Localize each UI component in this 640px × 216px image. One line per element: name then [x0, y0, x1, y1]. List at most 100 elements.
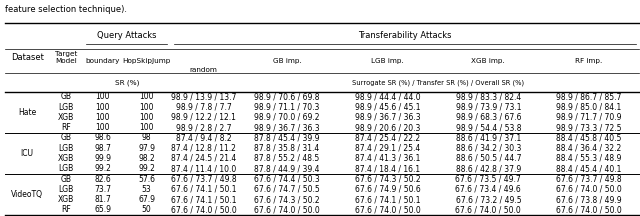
- Text: 98.9 / 86.7 / 85.7: 98.9 / 86.7 / 85.7: [556, 92, 621, 102]
- Text: Target
Model: Target Model: [55, 51, 77, 64]
- Text: 67.6 / 74.1 / 50.1: 67.6 / 74.1 / 50.1: [171, 185, 236, 194]
- Text: 98.9 / 70.0 / 69.2: 98.9 / 70.0 / 69.2: [254, 113, 320, 122]
- Text: 67.6 / 74.0 / 50.0: 67.6 / 74.0 / 50.0: [556, 185, 622, 194]
- Text: Surrogate SR (%) / Transfer SR (%) / Overall SR (%): Surrogate SR (%) / Transfer SR (%) / Ove…: [352, 79, 524, 86]
- Text: LGB: LGB: [58, 103, 74, 112]
- Text: 100: 100: [140, 113, 154, 122]
- Text: 98.9 / 83.3 / 82.4: 98.9 / 83.3 / 82.4: [456, 92, 521, 102]
- Text: 67.6 / 74.1 / 50.1: 67.6 / 74.1 / 50.1: [171, 195, 236, 204]
- Text: 65.9: 65.9: [94, 205, 111, 214]
- Text: 81.7: 81.7: [95, 195, 111, 204]
- Text: 98.9 / 13.9 / 13.7: 98.9 / 13.9 / 13.7: [171, 92, 236, 102]
- Text: 53: 53: [141, 185, 152, 194]
- Text: 98.9 / 7.8 / 7.7: 98.9 / 7.8 / 7.7: [175, 103, 232, 112]
- Text: Transferability Attacks: Transferability Attacks: [358, 31, 452, 40]
- Text: XGB: XGB: [58, 154, 74, 163]
- Text: 67.6 / 74.7 / 50.5: 67.6 / 74.7 / 50.5: [254, 185, 320, 194]
- Text: feature selection technique).: feature selection technique).: [5, 5, 127, 14]
- Text: 88.4 / 45.8 / 40.5: 88.4 / 45.8 / 40.5: [556, 133, 621, 143]
- Text: 67.6 / 73.2 / 49.5: 67.6 / 73.2 / 49.5: [456, 195, 521, 204]
- Text: 98.9 / 20.6 / 20.3: 98.9 / 20.6 / 20.3: [355, 123, 420, 132]
- Text: 98.6: 98.6: [95, 133, 111, 143]
- Text: GB: GB: [61, 92, 72, 102]
- Text: 87.4 / 24.5 / 21.4: 87.4 / 24.5 / 21.4: [171, 154, 236, 163]
- Text: 98.9 / 2.8 / 2.7: 98.9 / 2.8 / 2.7: [176, 123, 231, 132]
- Text: 88.4 / 55.3 / 48.9: 88.4 / 55.3 / 48.9: [556, 154, 621, 163]
- Text: 98.9 / 12.2 / 12.1: 98.9 / 12.2 / 12.1: [171, 113, 236, 122]
- Text: 67.6 / 74.0 / 50.0: 67.6 / 74.0 / 50.0: [355, 205, 420, 214]
- Text: 98.9 / 44.4 / 44.0: 98.9 / 44.4 / 44.0: [355, 92, 420, 102]
- Text: 67.6 / 74.0 / 50.0: 67.6 / 74.0 / 50.0: [171, 205, 236, 214]
- Text: 87.4 / 12.8 / 11.2: 87.4 / 12.8 / 11.2: [171, 144, 236, 153]
- Text: 99.9: 99.9: [94, 154, 111, 163]
- Text: VideoTQ: VideoTQ: [11, 190, 43, 199]
- Text: 67.6 / 74.4 / 50.3: 67.6 / 74.4 / 50.3: [254, 175, 320, 184]
- Text: 98.9 / 73.3 / 72.5: 98.9 / 73.3 / 72.5: [556, 123, 622, 132]
- Text: 87.8 / 35.8 / 31.4: 87.8 / 35.8 / 31.4: [254, 144, 319, 153]
- Text: 98.9 / 70.6 / 69.8: 98.9 / 70.6 / 69.8: [254, 92, 320, 102]
- Text: random: random: [189, 67, 218, 73]
- Text: RF: RF: [61, 123, 71, 132]
- Text: 88.6 / 42.8 / 37.9: 88.6 / 42.8 / 37.9: [456, 164, 521, 173]
- Text: 98.9 / 71.1 / 70.3: 98.9 / 71.1 / 70.3: [254, 103, 319, 112]
- Text: 73.7: 73.7: [94, 185, 111, 194]
- Text: RF imp.: RF imp.: [575, 58, 603, 64]
- Text: 99.2: 99.2: [138, 164, 155, 173]
- Text: 98.9 / 73.9 / 73.1: 98.9 / 73.9 / 73.1: [456, 103, 521, 112]
- Text: 57.6: 57.6: [138, 175, 155, 184]
- Text: 67.6 / 74.3 / 50.2: 67.6 / 74.3 / 50.2: [254, 195, 320, 204]
- Text: 100: 100: [95, 103, 110, 112]
- Text: 67.6 / 74.0 / 50.0: 67.6 / 74.0 / 50.0: [556, 205, 622, 214]
- Text: 67.6 / 74.1 / 50.1: 67.6 / 74.1 / 50.1: [355, 195, 420, 204]
- Text: XGB: XGB: [58, 113, 74, 122]
- Text: LGB: LGB: [58, 164, 74, 173]
- Text: Hate: Hate: [18, 108, 36, 117]
- Text: GB: GB: [61, 133, 72, 143]
- Text: 88.6 / 50.5 / 44.7: 88.6 / 50.5 / 44.7: [456, 154, 521, 163]
- Text: GB: GB: [61, 175, 72, 184]
- Text: 67.6 / 73.4 / 49.6: 67.6 / 73.4 / 49.6: [456, 185, 521, 194]
- Text: 98.7: 98.7: [95, 144, 111, 153]
- Text: 87.4 / 9.4 / 8.2: 87.4 / 9.4 / 8.2: [176, 133, 232, 143]
- Text: HopSkipJump: HopSkipJump: [122, 58, 171, 64]
- Text: XGB imp.: XGB imp.: [472, 58, 505, 64]
- Text: boundary: boundary: [86, 58, 120, 64]
- Text: 100: 100: [95, 92, 110, 102]
- Text: 100: 100: [95, 113, 110, 122]
- Text: 67.6 / 74.0 / 50.0: 67.6 / 74.0 / 50.0: [254, 205, 320, 214]
- Text: 98.2: 98.2: [138, 154, 155, 163]
- Text: 98.9 / 45.6 / 45.1: 98.9 / 45.6 / 45.1: [355, 103, 420, 112]
- Text: 98.9 / 36.7 / 36.3: 98.9 / 36.7 / 36.3: [254, 123, 320, 132]
- Text: 98.9 / 54.4 / 53.8: 98.9 / 54.4 / 53.8: [456, 123, 521, 132]
- Text: 87.4 / 25.4 / 22.2: 87.4 / 25.4 / 22.2: [355, 133, 420, 143]
- Text: 88.4 / 45.4 / 40.1: 88.4 / 45.4 / 40.1: [556, 164, 621, 173]
- Text: 88.6 / 41.9 / 37.1: 88.6 / 41.9 / 37.1: [456, 133, 521, 143]
- Text: 67.6 / 73.7 / 49.8: 67.6 / 73.7 / 49.8: [171, 175, 236, 184]
- Text: 87.8 / 45.4 / 39.9: 87.8 / 45.4 / 39.9: [254, 133, 320, 143]
- Text: LGB: LGB: [58, 185, 74, 194]
- Text: 67.9: 67.9: [138, 195, 155, 204]
- Text: 67.6 / 73.5 / 49.7: 67.6 / 73.5 / 49.7: [456, 175, 521, 184]
- Text: 98.9 / 85.0 / 84.1: 98.9 / 85.0 / 84.1: [556, 103, 621, 112]
- Text: 88.6 / 34.2 / 30.3: 88.6 / 34.2 / 30.3: [456, 144, 521, 153]
- Text: 67.6 / 74.3 / 50.2: 67.6 / 74.3 / 50.2: [355, 175, 420, 184]
- Text: 87.4 / 18.4 / 16.1: 87.4 / 18.4 / 16.1: [355, 164, 420, 173]
- Text: 100: 100: [140, 103, 154, 112]
- Text: Query Attacks: Query Attacks: [97, 31, 157, 40]
- Text: 88.4 / 36.4 / 32.2: 88.4 / 36.4 / 32.2: [556, 144, 621, 153]
- Text: Dataset: Dataset: [11, 53, 44, 62]
- Text: ICU: ICU: [20, 149, 34, 158]
- Text: 100: 100: [140, 123, 154, 132]
- Text: GB imp.: GB imp.: [273, 58, 301, 64]
- Text: 67.6 / 73.7 / 49.8: 67.6 / 73.7 / 49.8: [556, 175, 622, 184]
- Text: 97.9: 97.9: [138, 144, 155, 153]
- Text: 82.6: 82.6: [95, 175, 111, 184]
- Text: SR (%): SR (%): [115, 79, 139, 86]
- Text: 67.6 / 74.0 / 50.0: 67.6 / 74.0 / 50.0: [456, 205, 521, 214]
- Text: 99.2: 99.2: [95, 164, 111, 173]
- Text: 87.4 / 41.3 / 36.1: 87.4 / 41.3 / 36.1: [355, 154, 420, 163]
- Text: 100: 100: [95, 123, 110, 132]
- Text: RF: RF: [61, 205, 71, 214]
- Text: 87.4 / 11.4 / 10.0: 87.4 / 11.4 / 10.0: [171, 164, 236, 173]
- Text: 98.9 / 68.3 / 67.6: 98.9 / 68.3 / 67.6: [456, 113, 521, 122]
